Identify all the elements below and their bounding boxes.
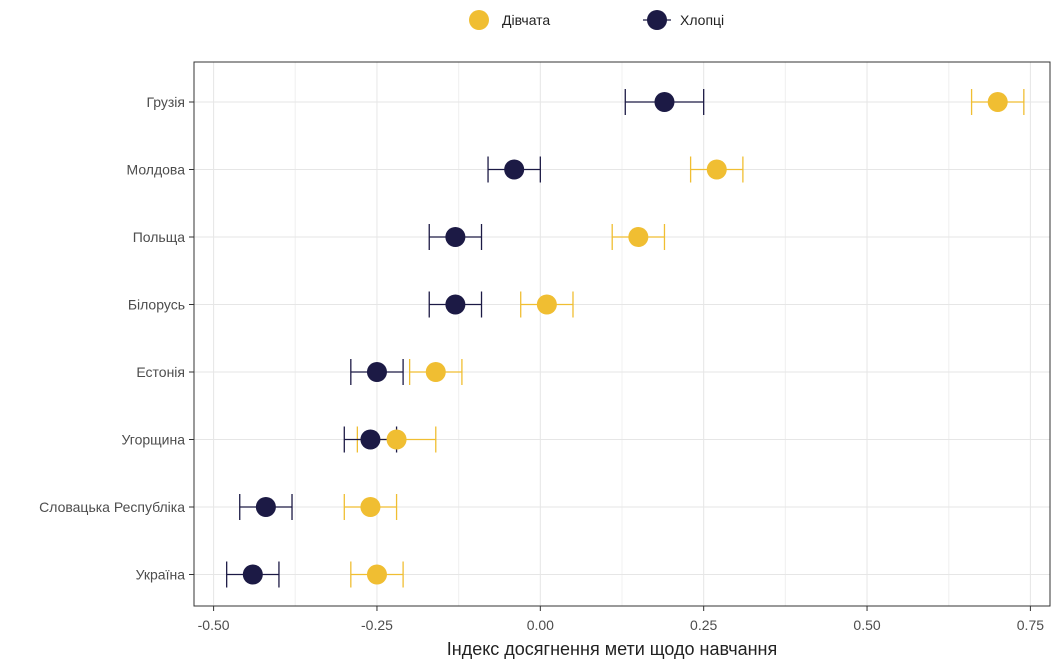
x-axis-title: Індекс досягнення мети щодо навчання: [447, 639, 778, 659]
y-tick-label: Грузія: [146, 94, 185, 110]
x-tick-label: 0.75: [1017, 617, 1044, 633]
x-tick-label: -0.50: [198, 617, 230, 633]
data-point: [445, 294, 466, 315]
legend-label: Хлопці: [680, 12, 724, 28]
legend: Дівчата Хлопці: [469, 10, 724, 30]
data-point: [366, 564, 387, 585]
data-point: [360, 429, 381, 450]
series-2: [226, 89, 705, 588]
series-points-2: [242, 92, 675, 585]
y-tick-label: Молдова: [127, 162, 186, 178]
x-tick-label: -0.25: [361, 617, 393, 633]
data-point: [386, 429, 407, 450]
y-axis: Грузія Молдова Польща Білорусь Естонія Угорщи…: [39, 94, 194, 583]
x-tick-label: 0.25: [690, 617, 717, 633]
y-tick-label: Естонія: [136, 364, 185, 380]
y-tick-label: Польща: [133, 229, 186, 245]
data-point: [366, 362, 387, 382]
legend-item: Хлопці: [643, 10, 724, 30]
legend-label: Дівчата: [502, 12, 550, 28]
y-tick-label: Білорусь: [128, 297, 185, 313]
legend-key: [647, 10, 667, 30]
data-point: [425, 362, 446, 382]
legend-key: [469, 10, 489, 30]
data-point: [242, 564, 263, 585]
x-axis: -0.50 -0.25 0.00 0.25 0.50 0.75: [198, 606, 1044, 633]
data-point: [987, 92, 1008, 112]
legend-item: Дівчата: [469, 10, 550, 30]
data-point: [504, 159, 525, 180]
x-tick-label: 0.50: [853, 617, 880, 633]
data-point: [654, 92, 675, 112]
data-point: [706, 159, 727, 180]
grid: [194, 62, 1050, 606]
series-points-1: [360, 92, 1008, 585]
data-point: [628, 227, 649, 247]
data-point: [536, 294, 557, 315]
y-tick-label: Словацька Республіка: [39, 499, 185, 515]
data-point: [255, 497, 276, 517]
data-point: [360, 497, 381, 517]
y-tick-label: Угорщина: [122, 432, 186, 448]
y-tick-label: Україна: [136, 567, 186, 583]
x-tick-label: 0.00: [527, 617, 554, 633]
data-point: [445, 227, 466, 247]
panel-border: [193, 61, 1051, 607]
series-1: [343, 89, 1025, 588]
marks: [226, 89, 1025, 588]
